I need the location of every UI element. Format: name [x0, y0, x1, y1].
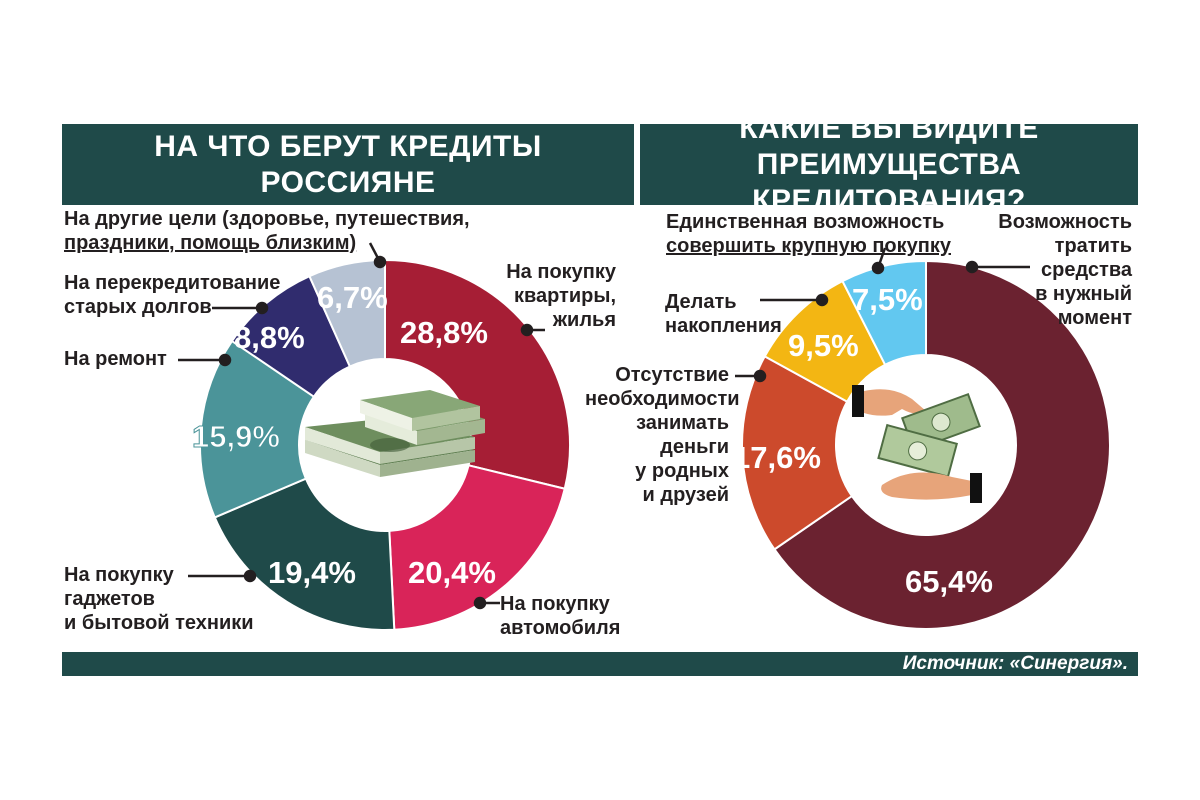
left-title-line1: НА ЧТО БЕРУТ КРЕДИТЫ — [154, 129, 542, 163]
label-apartment: На покупку квартиры, жилья — [506, 261, 616, 331]
right-chart-title: КАКИЕ ВЫ ВИДИТЕ ПРЕИМУЩЕСТВА КРЕДИТОВАНИ… — [640, 112, 1138, 217]
pct-other: 6,7% — [317, 280, 388, 315]
label-big: Единственная возможность совершить крупн… — [666, 211, 951, 257]
leader-save-dot — [815, 293, 829, 307]
label-car: На покупку автомобиля — [500, 593, 621, 639]
percent-labels: 28,8% 20,4% 19,4% 15,9% 8,8% 6,7% 65,4% … — [192, 280, 993, 599]
pct-nonborrow: 17,6% — [733, 440, 821, 475]
right-slice-spend — [773, 259, 1111, 630]
left-slice-repair — [199, 339, 316, 519]
pct-apartment: 28,8% — [400, 315, 488, 350]
leader-big-dot — [871, 261, 885, 275]
label-repair: На ремонт — [64, 348, 167, 370]
pct-car: 20,4% — [408, 555, 496, 590]
pct-spend: 65,4% — [905, 564, 993, 599]
label-save: Делать накопления — [665, 291, 782, 337]
money-stack-icon — [305, 390, 485, 477]
leader-refinance-dot — [255, 301, 269, 315]
left-donut — [199, 258, 571, 631]
right-title-line2: ПРЕИМУЩЕСТВА КРЕДИТОВАНИЯ? — [752, 147, 1026, 217]
leader-gadgets-dot — [243, 569, 257, 583]
leader-nonborrow-dot — [753, 369, 767, 383]
left-slice-car — [388, 464, 566, 631]
left-slice-apartment — [384, 258, 571, 490]
footer-bar: Источник: «Синергия». — [62, 652, 1138, 676]
label-gadgets: На покупку гаджетов и бытовой техники — [64, 564, 254, 634]
pct-big: 7,5% — [852, 282, 923, 317]
leader-car-dot — [473, 596, 487, 610]
right-donut — [741, 259, 1111, 630]
source-text: Источник: «Синергия». — [902, 653, 1128, 674]
right-slice-big — [841, 259, 927, 367]
label-refinance: На перекредитование старых долгов — [64, 272, 281, 318]
hands-money-icon — [852, 385, 982, 503]
pct-refinance: 8,8% — [234, 320, 305, 355]
pct-save: 9,5% — [788, 328, 859, 363]
leader-repair-dot — [218, 353, 232, 367]
pct-gadgets: 19,4% — [268, 555, 356, 590]
leader-apartment-dot — [520, 323, 534, 337]
right-title-line1: КАКИЕ ВЫ ВИДИТЕ — [739, 111, 1039, 145]
left-chart-title: НА ЧТО БЕРУТ КРЕДИТЫ РОССИЯНЕ — [62, 124, 634, 205]
left-title-line2: РОССИЯНЕ — [260, 165, 436, 199]
right-slice-nonborrow — [741, 354, 854, 551]
leader-spend-dot — [965, 260, 979, 274]
label-nonborrow: Отсутствие необходимости занимать деньги… — [585, 364, 740, 506]
label-other: На другие цели (здоровье, путешествия, п… — [64, 208, 470, 254]
left-slice-gadgets — [213, 477, 396, 631]
leader-lines — [178, 242, 1030, 610]
leader-other-dot — [373, 255, 387, 269]
label-spend: Возможность тратить средства в нужный мо… — [998, 211, 1132, 329]
pct-repair: 15,9% — [192, 419, 280, 454]
